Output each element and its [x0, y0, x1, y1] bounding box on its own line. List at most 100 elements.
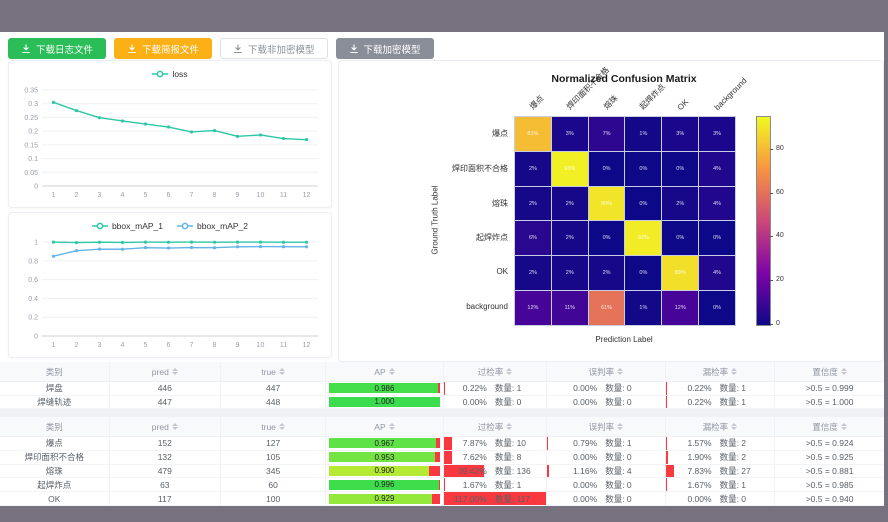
confidence-cell: >0.5 = 0.925	[805, 452, 854, 463]
data-point	[258, 133, 263, 137]
rate-bar	[547, 437, 549, 450]
confusion-cell: 1%	[625, 117, 662, 151]
rate-bar	[443, 437, 452, 450]
column-header-overdetect[interactable]: 过检率	[444, 362, 548, 381]
x-tick-label: 8	[213, 342, 217, 349]
ap-cell: 0.900	[326, 464, 444, 478]
confidence-cell: >0.5 = 1.000	[805, 396, 854, 407]
column-header-true[interactable]: true	[221, 417, 327, 436]
x-tick-label: 12	[303, 192, 311, 199]
legend-item-bbox_mAP_2[interactable]: bbox_mAP_2	[177, 221, 248, 231]
metrics-tables: 类别 pred true AP 过检率 误判率 漏检率 置信度 焊盘 446 4…	[0, 362, 884, 506]
column-header-misjudge[interactable]: 误判率	[547, 362, 666, 381]
sort-icon	[840, 367, 847, 376]
ap-bar: 1.000	[329, 396, 440, 407]
confusion-cell: 12%	[662, 291, 699, 325]
confusion-cell: 11%	[551, 291, 588, 325]
column-header-pred[interactable]: pred	[110, 417, 221, 436]
confusion-cell: 0%	[625, 151, 662, 186]
ap-bar: 0.929	[329, 493, 440, 504]
true-cell: 448	[221, 395, 327, 408]
defect-metrics-table: 类别 pred true AP 过检率 误判率 漏检率 置信度 爆点 152 1…	[0, 417, 884, 506]
y-tick-label: 0.8	[28, 258, 38, 265]
colorbar-tick	[770, 148, 773, 150]
overdetect-cell: 39.42% 数量: 136	[443, 464, 548, 478]
y-tick-label: 0.2	[28, 129, 38, 136]
legend-item-loss[interactable]: loss	[152, 69, 188, 79]
colorbar	[756, 116, 771, 326]
pred-cell: 152	[110, 437, 221, 450]
download-icon	[234, 43, 242, 53]
colorbar-tick	[770, 192, 773, 194]
matrix-row-label: 爆点	[492, 129, 508, 139]
column-header-miss[interactable]: 漏检率	[666, 362, 776, 381]
download-log-button[interactable]: 下载日志文件	[8, 38, 107, 59]
colorbar-tick	[770, 280, 773, 282]
confusion-matrix-grid: 81% 3% 7% 1% 3% 3% 2% 93% 0% 0% 0% 4% 2% 2% 90% 0% 2% 4% 6…	[514, 116, 736, 326]
map-chart-legend[interactable]: bbox_mAP_1 bbox_mAP_2	[9, 218, 331, 234]
legend-item-bbox_mAP_1[interactable]: bbox_mAP_1	[91, 221, 163, 231]
legend-marker-icon	[91, 222, 108, 230]
column-header-overdetect[interactable]: 过检率	[444, 417, 548, 436]
ap-cell: 1.000	[326, 395, 444, 408]
table-row: 焊盘 446 447 0.986 0.22% 数量: 1 0.00% 数量: 0	[0, 382, 884, 396]
sort-icon	[506, 422, 513, 431]
download-plain-model-button[interactable]: 下载非加密模型	[220, 38, 328, 59]
column-header-ap[interactable]: AP	[326, 362, 444, 381]
overdetect-cell: 7.62% 数量: 8	[443, 450, 548, 464]
data-point	[235, 134, 240, 138]
table-header-row: 类别 pred true AP 过检率 误判率 漏检率 置信度	[0, 417, 884, 437]
series-line-loss	[53, 101, 307, 141]
x-tick-label: 5	[144, 192, 148, 199]
download-encrypted-model-button[interactable]: 下载加密模型	[335, 38, 434, 59]
y-tick-label: 0.05	[24, 170, 38, 177]
confusion-cell: 2%	[551, 221, 588, 256]
matrix-column-label: 熔珠	[601, 93, 620, 112]
toolbar: 下载日志文件 下载简报文件 下载非加密模型 下载加密模型	[8, 38, 434, 59]
column-header-misjudge[interactable]: 误判率	[547, 417, 666, 436]
column-header-true[interactable]: true	[221, 362, 327, 381]
data-point	[166, 240, 171, 244]
data-point	[74, 249, 79, 253]
download-report-button[interactable]: 下载简报文件	[114, 38, 213, 59]
x-tick-label: 11	[280, 192, 287, 199]
x-tick-label: 1	[52, 342, 56, 349]
misjudge-cell: 0.00% 数量: 0	[547, 382, 666, 395]
series-line-bbox_mAP_2	[53, 245, 307, 257]
main-content: 下载日志文件 下载简报文件 下载非加密模型 下载加密模型 loss 0 0.05 0…	[0, 32, 884, 506]
data-point	[258, 245, 263, 249]
misjudge-cell: 0.00% 数量: 0	[547, 478, 666, 492]
confusion-cell: 4%	[699, 256, 735, 291]
colorbar-tick-label: 60	[776, 188, 784, 196]
column-header-confidence[interactable]: 置信度	[775, 417, 884, 436]
x-tick-label: 12	[303, 342, 311, 349]
miss-cell: 1.57% 数量: 2	[665, 437, 776, 450]
misjudge-cell: 0.00% 数量: 0	[547, 492, 666, 505]
data-point	[212, 240, 217, 244]
column-header-miss[interactable]: 漏检率	[666, 417, 776, 436]
rate-bar	[547, 464, 549, 478]
column-header-pred[interactable]: pred	[110, 362, 221, 381]
data-point	[281, 245, 286, 249]
column-header-confidence[interactable]: 置信度	[775, 362, 884, 381]
loss-chart-legend[interactable]: loss	[9, 66, 331, 82]
miss-cell: 7.83% 数量: 27	[665, 464, 776, 478]
true-cell: 127	[221, 437, 327, 450]
y-tick-label: 0.25	[24, 115, 38, 122]
ap-bar: 0.986	[329, 383, 440, 394]
rate-bar	[665, 450, 668, 464]
miss-cell: 0.22% 数量: 1	[665, 395, 776, 408]
download-icon	[128, 43, 136, 53]
confusion-cell: 81%	[515, 117, 551, 151]
matrix-column-label: OK	[675, 97, 691, 112]
data-point	[304, 138, 309, 142]
confusion-cell: 90%	[588, 186, 625, 221]
category-cell: 焊印面积不合格	[0, 450, 110, 464]
x-tick-label: 5	[144, 342, 148, 349]
colorbar-tick-label: 40	[776, 232, 784, 240]
column-header-ap[interactable]: AP	[326, 417, 444, 436]
miss-cell: 1.90% 数量: 2	[665, 450, 776, 464]
loss-chart: 00.050.10.150.20.250.30.351 2 3 4 5 6 7 8 9 10 11 1…	[24, 88, 318, 199]
confusion-cell: 3%	[551, 117, 588, 151]
miss-cell: 0.00% 数量: 0	[666, 492, 776, 505]
